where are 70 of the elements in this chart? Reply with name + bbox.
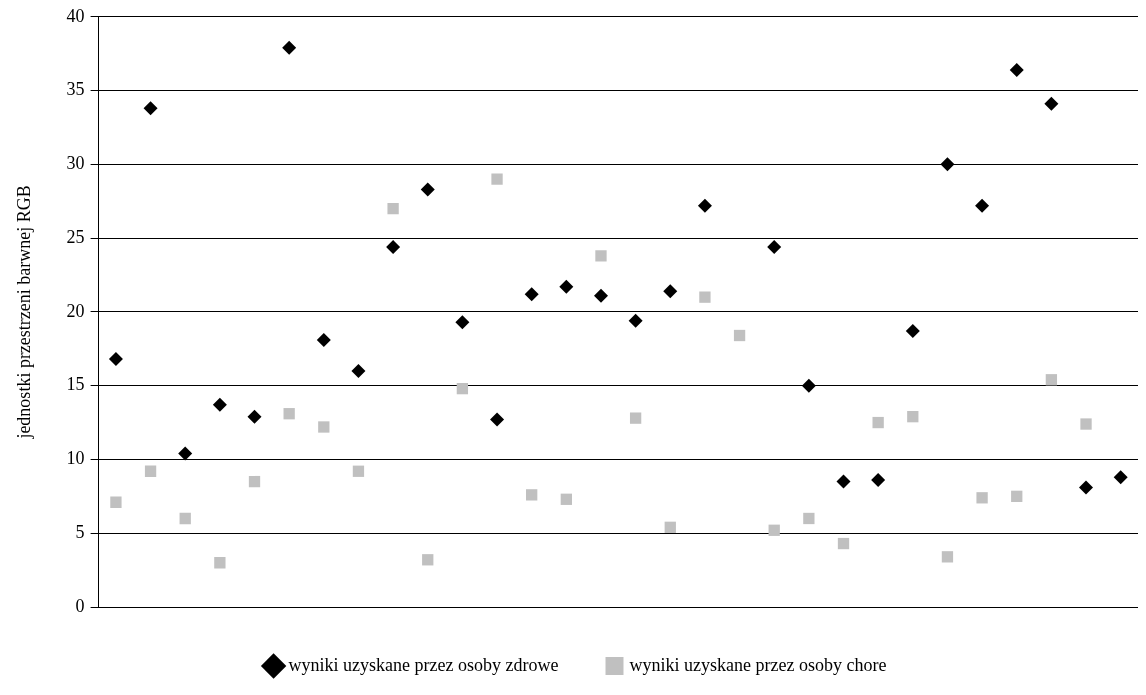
point (456, 382, 469, 395)
point (491, 173, 503, 185)
point (941, 551, 954, 563)
y-tick-label: 20 (66, 300, 85, 321)
point (1011, 490, 1023, 502)
point (1079, 480, 1094, 495)
point (214, 557, 226, 569)
point (836, 474, 851, 489)
point (351, 363, 366, 378)
point (386, 239, 401, 254)
point (1080, 418, 1092, 430)
point (247, 409, 262, 424)
point (110, 496, 122, 508)
point (1009, 62, 1024, 77)
point (179, 512, 191, 525)
point (560, 493, 572, 505)
legend-label: wyniki uzyskane przez osoby zdrowe (288, 654, 559, 675)
point (872, 416, 884, 429)
point (559, 279, 574, 294)
point (108, 352, 123, 367)
point (975, 198, 990, 213)
point (801, 378, 816, 393)
point (248, 475, 261, 488)
point (316, 332, 331, 347)
point (524, 287, 539, 302)
y-tick-label: 15 (66, 374, 85, 395)
y-tick-label: 35 (66, 79, 85, 100)
point (871, 473, 886, 488)
point (143, 101, 158, 116)
point (526, 489, 538, 501)
point (1113, 470, 1128, 485)
y-tick-label: 5 (75, 521, 85, 542)
point (907, 411, 919, 423)
point (387, 202, 399, 215)
point (420, 182, 435, 197)
y-axis-title: jednostki przestrzeni barwnej RGB (13, 185, 34, 440)
point (282, 40, 297, 55)
point (629, 412, 642, 424)
y-tick-label: 40 (66, 5, 85, 26)
point (699, 291, 711, 303)
point (455, 315, 470, 330)
y-tick-label: 0 (75, 595, 85, 616)
point (905, 324, 920, 339)
point (595, 250, 607, 262)
y-tick-label: 25 (66, 226, 85, 247)
point (940, 157, 955, 172)
legend-label: wyniki uzyskane przez osoby chore (629, 654, 887, 675)
point (212, 397, 227, 412)
point (144, 465, 157, 477)
point (768, 524, 780, 536)
point (664, 521, 676, 533)
y-tick-label: 30 (66, 153, 85, 174)
point (283, 408, 295, 420)
point (733, 329, 746, 342)
point (803, 512, 815, 525)
point (697, 198, 712, 213)
point (352, 465, 365, 477)
point (837, 537, 850, 550)
point (490, 412, 505, 427)
point (593, 288, 608, 303)
point (178, 446, 193, 461)
point (767, 239, 782, 254)
point (663, 284, 678, 299)
point (976, 492, 988, 504)
y-tick-label: 10 (66, 448, 85, 469)
point (1045, 374, 1058, 386)
point (1044, 96, 1059, 111)
point (422, 554, 434, 566)
point (628, 313, 643, 328)
point (318, 421, 330, 433)
